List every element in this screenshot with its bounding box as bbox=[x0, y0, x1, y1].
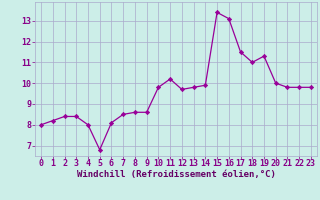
X-axis label: Windchill (Refroidissement éolien,°C): Windchill (Refroidissement éolien,°C) bbox=[76, 170, 276, 179]
